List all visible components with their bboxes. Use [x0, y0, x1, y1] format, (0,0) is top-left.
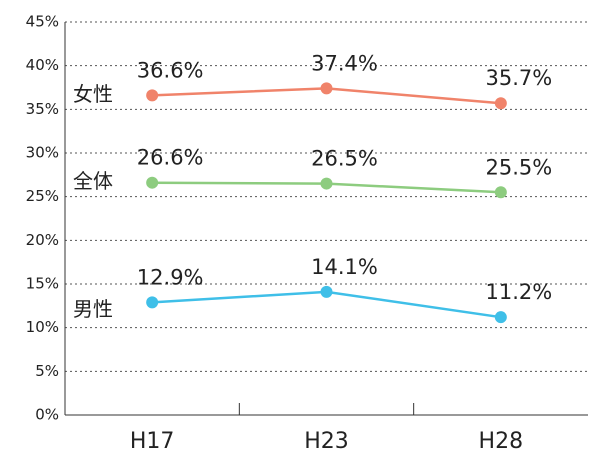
y-tick-label: 10% [26, 318, 59, 336]
series-label: 女性 [73, 82, 113, 106]
y-tick-label: 0% [35, 406, 59, 424]
data-label: 11.2% [485, 280, 552, 304]
data-label: 26.6% [137, 146, 204, 170]
y-tick-label: 5% [35, 362, 59, 380]
data-point [494, 186, 507, 199]
y-tick-label: 35% [26, 100, 59, 118]
data-label: 35.7% [485, 66, 552, 90]
data-label: 26.5% [311, 147, 378, 171]
data-label: 12.9% [137, 265, 204, 289]
y-tick-label: 45% [26, 13, 59, 31]
data-label: 25.5% [485, 155, 552, 179]
data-point [320, 177, 333, 190]
data-point [320, 285, 333, 298]
data-point [146, 89, 159, 102]
data-point [146, 176, 159, 189]
data-label: 36.6% [137, 58, 204, 82]
y-tick-label: 20% [26, 231, 59, 249]
series-label: 男性 [73, 297, 113, 321]
y-tick-label: 15% [26, 275, 59, 293]
data-point [494, 311, 507, 324]
data-point [146, 296, 159, 309]
x-tick-label: H17 [130, 429, 175, 454]
x-tick-label: H23 [304, 429, 349, 454]
data-label: 14.1% [311, 255, 378, 279]
data-point [320, 82, 333, 95]
y-tick-label: 30% [26, 144, 59, 162]
data-label: 37.4% [311, 51, 378, 75]
y-tick-label: 40% [26, 56, 59, 74]
data-point [494, 97, 507, 110]
y-tick-label: 25% [26, 187, 59, 205]
series-label: 全体 [73, 169, 113, 193]
x-tick-label: H28 [479, 429, 524, 454]
